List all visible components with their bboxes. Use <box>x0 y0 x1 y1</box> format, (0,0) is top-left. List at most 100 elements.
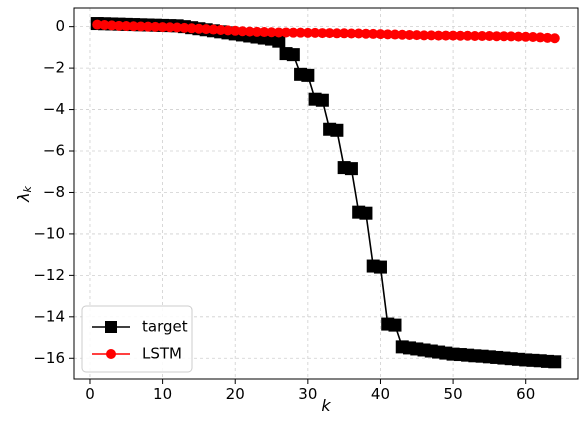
data-point-lstm <box>237 26 248 37</box>
data-point-lstm <box>462 30 473 41</box>
data-point-lstm <box>208 24 219 35</box>
data-point-lstm <box>433 30 444 41</box>
x-tick-label: 0 <box>85 385 95 403</box>
legend-lstm-label: LSTM <box>142 345 182 363</box>
data-point-lstm <box>186 23 197 34</box>
y-tick-label: −8 <box>43 183 65 201</box>
data-point-lstm <box>397 29 408 40</box>
data-point-lstm <box>506 31 517 42</box>
data-point-lstm <box>143 21 154 32</box>
data-point-lstm <box>411 30 422 41</box>
data-point-target <box>373 260 387 274</box>
data-point-lstm <box>92 19 103 30</box>
data-point-target <box>301 68 315 82</box>
data-point-lstm <box>520 31 531 42</box>
x-tick-label: 40 <box>371 385 390 403</box>
data-point-lstm <box>448 30 459 41</box>
y-axis-label-subscript: k <box>21 185 34 192</box>
plot-frame <box>73 7 579 380</box>
data-point-lstm <box>128 21 139 32</box>
data-point-lstm <box>317 28 328 39</box>
data-point-lstm <box>331 28 342 39</box>
y-axis-label-symbol: λ <box>14 192 33 202</box>
data-point-target <box>315 93 329 107</box>
data-point-lstm <box>222 25 233 36</box>
data-point-lstm <box>419 30 430 41</box>
data-point-lstm <box>114 20 125 31</box>
data-point-lstm <box>281 27 292 38</box>
y-tick-label: −2 <box>43 59 65 77</box>
data-point-lstm <box>201 24 212 35</box>
data-point-lstm <box>310 27 321 38</box>
data-point-lstm <box>106 20 117 31</box>
data-point-lstm <box>535 32 546 43</box>
data-point-lstm <box>491 31 502 42</box>
data-point-lstm <box>484 30 495 41</box>
data-point-lstm <box>164 22 175 33</box>
data-point-target <box>388 318 402 332</box>
data-point-lstm <box>549 33 560 44</box>
data-point-lstm <box>252 26 263 37</box>
data-point-lstm <box>477 30 488 41</box>
data-point-lstm <box>266 27 277 38</box>
y-tick-label: −10 <box>33 224 65 242</box>
data-point-target <box>359 206 373 220</box>
data-point-lstm <box>150 21 161 32</box>
data-point-lstm <box>244 26 255 37</box>
series-lstm <box>92 19 560 44</box>
data-point-lstm <box>404 29 415 40</box>
data-point-lstm <box>375 29 386 40</box>
data-point-lstm <box>179 22 190 33</box>
data-point-lstm <box>273 27 284 38</box>
legend-target-label: target <box>142 318 188 336</box>
x-tick-label: 30 <box>298 385 317 403</box>
data-point-target <box>272 34 286 48</box>
x-tick-label: 20 <box>226 385 245 403</box>
data-point-lstm <box>346 28 357 39</box>
data-point-target <box>286 48 300 62</box>
y-axis-label: λk <box>14 185 35 202</box>
data-point-lstm <box>295 27 306 38</box>
data-point-lstm <box>382 29 393 40</box>
data-point-target <box>344 162 358 176</box>
data-point-lstm <box>215 24 226 35</box>
legend: target LSTM <box>81 305 193 373</box>
x-tick-label: 10 <box>153 385 172 403</box>
data-point-lstm <box>230 25 241 36</box>
data-point-lstm <box>455 30 466 41</box>
legend-target-marker <box>105 321 117 333</box>
data-point-lstm <box>353 28 364 39</box>
data-point-lstm <box>288 27 299 38</box>
series-layer <box>90 17 562 369</box>
data-point-lstm <box>527 32 538 43</box>
data-point-target <box>330 123 344 137</box>
y-tick-label: −4 <box>43 100 65 118</box>
data-point-lstm <box>498 31 509 42</box>
data-point-lstm <box>121 21 132 32</box>
data-point-lstm <box>426 30 437 41</box>
legend-lstm-marker <box>106 349 116 359</box>
data-point-lstm <box>172 22 183 33</box>
data-point-lstm <box>389 29 400 40</box>
y-tick-label: −12 <box>33 266 65 284</box>
data-point-lstm <box>259 27 270 38</box>
data-point-lstm <box>157 22 168 33</box>
data-point-lstm <box>368 28 379 39</box>
x-axis-label: k <box>321 396 331 415</box>
data-point-lstm <box>513 31 524 42</box>
data-point-lstm <box>440 30 451 41</box>
data-point-lstm <box>99 19 110 30</box>
data-point-lstm <box>324 28 335 39</box>
y-tick-label: −16 <box>33 349 65 367</box>
y-tick-label: −14 <box>33 307 65 325</box>
x-tick-label: 60 <box>516 385 535 403</box>
data-point-lstm <box>542 32 553 43</box>
y-tick-label: −6 <box>43 142 65 160</box>
data-point-lstm <box>193 23 204 34</box>
x-tick-label: 50 <box>444 385 463 403</box>
data-point-lstm <box>469 30 480 41</box>
data-point-target <box>548 355 562 369</box>
data-point-lstm <box>135 21 146 32</box>
axis-layer: 0 10 20 30 40 50 60 0 −2 −4 −6 −8 −10 −12 −14 −16 <box>33 17 535 403</box>
